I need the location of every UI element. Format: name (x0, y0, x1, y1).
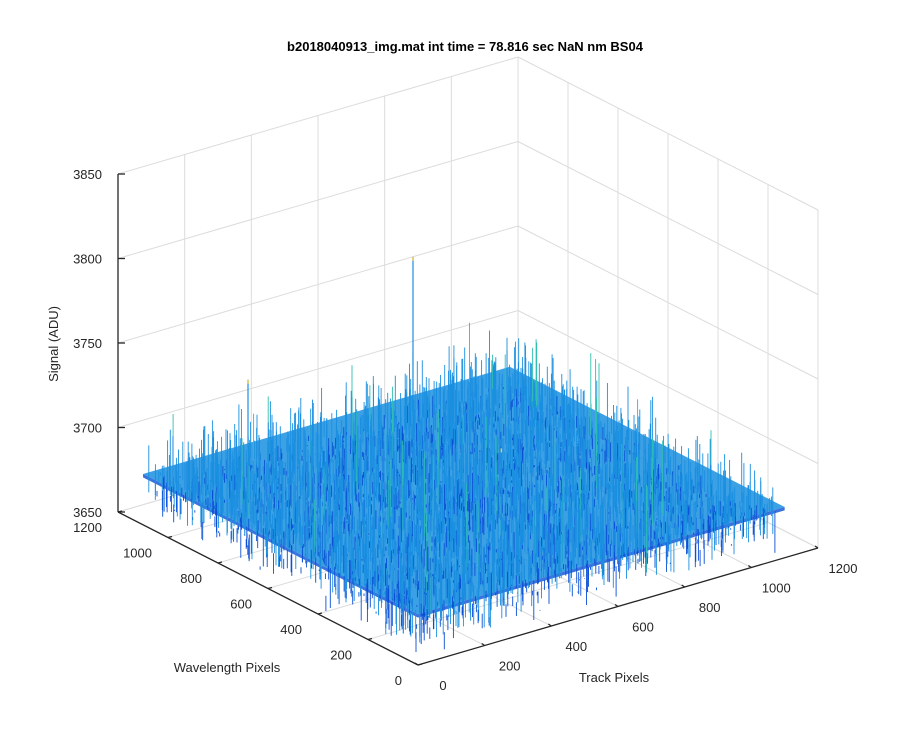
track-tick-labels: 0 200 400 600 800 1000 1200 (439, 561, 857, 693)
track-tick-mark (681, 584, 686, 588)
z-tick-label: 3700 (73, 421, 102, 436)
surface-plot (143, 256, 785, 652)
wavelength-tick-mark (167, 535, 173, 539)
chart-title: b2018040913_img.mat int time = 78.816 se… (287, 39, 644, 54)
wall-grid-line (517, 310, 819, 464)
track-tick-label: 800 (699, 600, 721, 615)
wall-grid-line (517, 141, 819, 295)
wall-grid-line (517, 56, 819, 211)
wavelength-tick-mark (217, 561, 223, 564)
wall-grid-line (117, 310, 519, 428)
z-tick-label: 3850 (73, 167, 102, 182)
wavelength-tick-label: 200 (330, 648, 352, 663)
z-axis-label: Signal (ADU) (46, 306, 61, 382)
track-tick-label: 1200 (829, 561, 858, 576)
x-axis-label: Track Pixels (579, 670, 650, 685)
wavelength-tick-mark (417, 663, 423, 666)
wavelength-tick-label: 400 (280, 622, 302, 637)
wavelength-tick-labels: 0 200 400 600 800 1000 1200 (73, 520, 402, 688)
wavelength-tick-label: 800 (180, 571, 202, 586)
z-tick-label: 3750 (73, 336, 102, 351)
wavelength-tick-label: 1000 (123, 546, 152, 561)
wavelength-tick-label: 0 (395, 673, 402, 688)
wavelength-tick-label: 1200 (73, 520, 102, 535)
wall-grid-line (117, 225, 519, 344)
track-tick-label: 200 (499, 659, 521, 674)
wall-grid-line (117, 56, 519, 175)
track-tick-label: 1000 (762, 581, 791, 596)
wall-grid-line (517, 225, 819, 380)
wavelength-tick-mark (267, 586, 273, 590)
wavelength-tick-mark (367, 637, 373, 641)
floor-grid-line (367, 522, 769, 640)
track-tick-mark (414, 662, 419, 666)
y-axis-label: Wavelength Pixels (174, 660, 281, 675)
track-tick-mark (747, 564, 752, 569)
track-tick-label: 0 (439, 678, 446, 693)
z-tick-label: 3800 (73, 252, 102, 267)
wall-grid-line (117, 141, 519, 259)
z-tick-label: 3650 (73, 505, 102, 520)
track-tick-label: 600 (632, 620, 654, 635)
track-tick-label: 400 (565, 639, 587, 654)
track-tick-mark (481, 642, 486, 647)
wavelength-tick-label: 600 (230, 597, 252, 612)
track-tick-mark (614, 603, 619, 608)
axes (117, 173, 819, 666)
z-tick-labels: 3650 3700 3750 3800 3850 (73, 167, 102, 520)
track-tick-mark (814, 545, 819, 549)
track-tick-mark (547, 623, 552, 627)
wavelength-tick-mark (317, 612, 323, 615)
